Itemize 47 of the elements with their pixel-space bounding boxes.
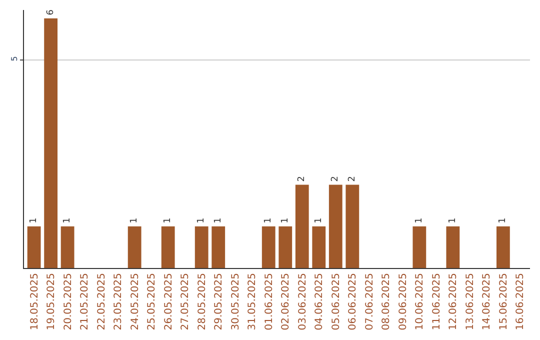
data-label: 1 — [414, 218, 424, 224]
data-label: 1 — [264, 218, 274, 224]
data-label: 1 — [62, 218, 73, 224]
data-label: 1 — [498, 218, 508, 224]
x-tick-label: 24.05.2025 — [130, 273, 141, 330]
x-tick-label: 19.05.2025 — [46, 273, 58, 330]
x-tick-label: 18.05.2025 — [29, 273, 40, 330]
x-tick-label: 09.06.2025 — [398, 273, 409, 330]
x-tick-label: 10.06.2025 — [414, 273, 426, 330]
x-tick-label: 15.06.2025 — [498, 273, 510, 330]
data-label: 2 — [347, 176, 358, 182]
x-tick-label: 01.06.2025 — [264, 273, 275, 330]
x-tick-label: 11.06.2025 — [431, 273, 442, 330]
x-tick-label: 16.06.2025 — [515, 273, 526, 330]
y-tick-label: 5 — [10, 56, 19, 62]
x-tick-label: 03.06.2025 — [297, 273, 308, 330]
x-tick-label: 28.05.2025 — [196, 273, 208, 330]
x-tick-label: 07.06.2025 — [364, 273, 376, 330]
x-tick-label: 08.06.2025 — [381, 273, 392, 330]
data-label: 6 — [46, 9, 56, 16]
data-label: 1 — [448, 218, 458, 224]
x-tick-label: 30.05.2025 — [230, 273, 242, 330]
data-label: 1 — [280, 218, 290, 224]
x-tick-label: 02.06.2025 — [280, 273, 292, 330]
x-tick-label: 31.05.2025 — [247, 273, 258, 330]
x-tick-label: 12.06.2025 — [448, 273, 460, 330]
x-tick-label: 26.05.2025 — [163, 273, 174, 330]
data-label: 1 — [163, 218, 174, 224]
x-tick-label: 13.06.2025 — [464, 273, 476, 330]
data-label: 1 — [29, 218, 40, 224]
data-label: 1 — [213, 218, 224, 224]
x-tick-label: 04.06.2025 — [314, 273, 326, 330]
x-tick-label: 29.05.2025 — [214, 273, 225, 330]
x-tick-label: 25.05.2025 — [146, 273, 158, 330]
x-tick-label: 05.06.2025 — [330, 273, 342, 330]
x-tick-label: 27.05.2025 — [180, 273, 192, 330]
x-tick-label: 23.05.2025 — [113, 273, 124, 330]
x-tick-label: 22.05.2025 — [96, 273, 108, 330]
data-label: 1 — [196, 218, 207, 224]
x-tick-label: 06.06.2025 — [348, 273, 359, 330]
data-label: 1 — [130, 218, 140, 224]
x-tick-label: 21.05.2025 — [80, 273, 91, 330]
data-label: 2 — [330, 176, 341, 182]
x-tick-label: 20.05.2025 — [62, 273, 74, 330]
data-label: 1 — [314, 218, 324, 224]
x-tick-label: 14.06.2025 — [482, 273, 493, 330]
data-label: 2 — [297, 176, 308, 182]
